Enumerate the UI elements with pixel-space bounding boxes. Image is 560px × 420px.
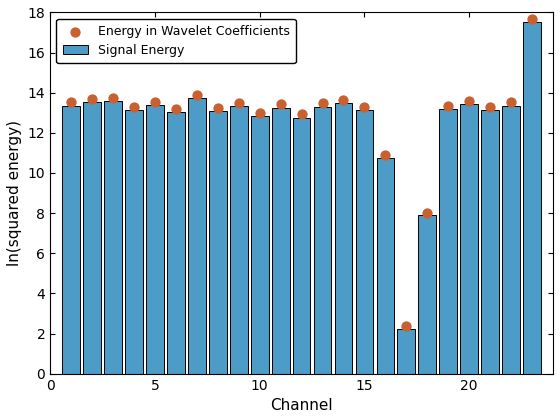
- Energy in Wavelet Coefficients: [129, 103, 138, 110]
- Energy in Wavelet Coefficients: [318, 100, 327, 106]
- Bar: [481, 110, 499, 374]
- Bar: [104, 101, 122, 374]
- Energy in Wavelet Coefficients: [109, 94, 118, 101]
- Energy in Wavelet Coefficients: [276, 100, 285, 107]
- Energy in Wavelet Coefficients: [297, 110, 306, 117]
- Bar: [62, 106, 80, 374]
- Bar: [125, 110, 143, 374]
- Bar: [314, 107, 332, 374]
- Energy in Wavelet Coefficients: [528, 16, 536, 23]
- Energy in Wavelet Coefficients: [423, 210, 432, 216]
- Energy in Wavelet Coefficients: [213, 105, 222, 111]
- Bar: [272, 108, 290, 374]
- Bar: [293, 118, 310, 374]
- Energy in Wavelet Coefficients: [171, 105, 180, 112]
- Bar: [83, 102, 101, 374]
- Bar: [418, 215, 436, 374]
- Bar: [188, 98, 206, 374]
- Bar: [334, 103, 352, 374]
- Bar: [398, 330, 416, 374]
- Legend: Energy in Wavelet Coefficients, Signal Energy: Energy in Wavelet Coefficients, Signal E…: [57, 19, 296, 63]
- Bar: [251, 116, 269, 374]
- Energy in Wavelet Coefficients: [339, 96, 348, 103]
- Energy in Wavelet Coefficients: [486, 103, 494, 110]
- X-axis label: Channel: Channel: [270, 398, 333, 413]
- Energy in Wavelet Coefficients: [381, 152, 390, 158]
- Bar: [440, 109, 457, 374]
- Energy in Wavelet Coefficients: [465, 97, 474, 104]
- Energy in Wavelet Coefficients: [402, 323, 411, 330]
- Energy in Wavelet Coefficients: [151, 98, 160, 105]
- Energy in Wavelet Coefficients: [255, 110, 264, 116]
- Bar: [209, 111, 227, 374]
- Bar: [460, 104, 478, 374]
- Energy in Wavelet Coefficients: [234, 100, 243, 106]
- Energy in Wavelet Coefficients: [67, 98, 76, 105]
- Bar: [523, 23, 541, 374]
- Bar: [230, 106, 248, 374]
- Energy in Wavelet Coefficients: [87, 95, 96, 102]
- Bar: [356, 110, 374, 374]
- Energy in Wavelet Coefficients: [507, 98, 516, 105]
- Bar: [376, 158, 394, 374]
- Bar: [146, 105, 164, 374]
- Y-axis label: ln(squared energy): ln(squared energy): [7, 120, 22, 266]
- Bar: [167, 112, 185, 374]
- Energy in Wavelet Coefficients: [192, 92, 201, 98]
- Bar: [502, 106, 520, 374]
- Energy in Wavelet Coefficients: [360, 103, 369, 110]
- Energy in Wavelet Coefficients: [444, 102, 452, 109]
